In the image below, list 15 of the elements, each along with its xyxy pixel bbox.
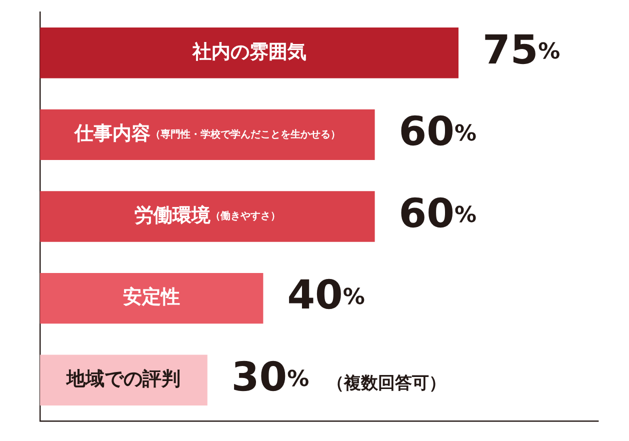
y-tick-label: 社内の雰囲気 (191, 40, 306, 63)
y-tick-label: 仕事内容（専門性・学校で学んだことを生かせる） (73, 122, 340, 145)
annotation: （複数回答可） (327, 374, 446, 394)
bar (40, 191, 375, 242)
y-tick-label: 安定性 (123, 286, 180, 308)
bar (40, 28, 458, 78)
data-label: 30% (231, 354, 310, 400)
data-label: 75% (482, 27, 560, 74)
data-label: 60% (398, 109, 477, 156)
bar (40, 109, 375, 160)
data-label: 40% (287, 272, 365, 319)
bar (40, 272, 264, 324)
y-tick-label: 労働環境（働きやすさ） (134, 204, 280, 226)
data-label: 60% (398, 190, 477, 237)
y-tick-label: 地域での評判 (66, 368, 181, 390)
